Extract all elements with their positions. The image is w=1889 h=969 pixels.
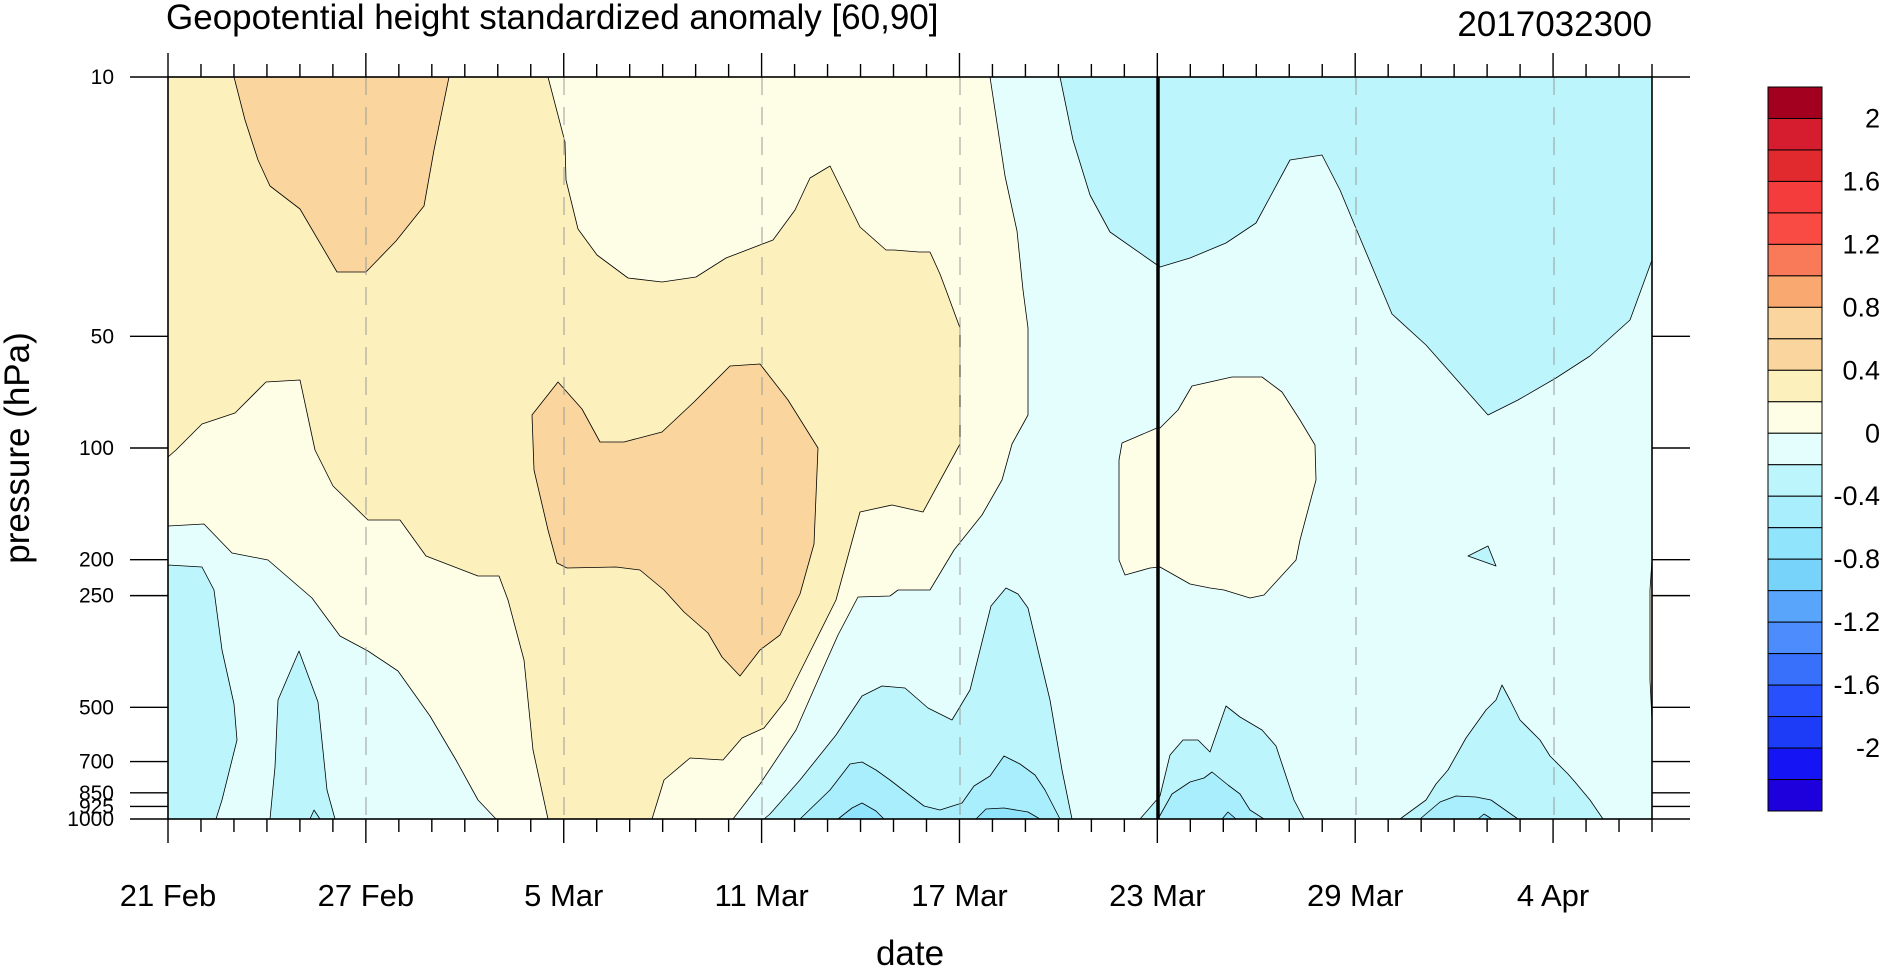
y-tick-label: 850	[79, 782, 114, 805]
contour-fill-cyan-deep-mid2	[1157, 771, 1265, 820]
colorbar-label: -0.8	[1833, 544, 1880, 574]
colorbar-label: 0.8	[1842, 292, 1880, 322]
contour-fill-cyan-bottom-mid	[763, 587, 1073, 820]
y-tick-label: 500	[79, 696, 114, 719]
colorbar-label: -0.4	[1833, 481, 1880, 511]
colorbar-swatch	[1767, 432, 1823, 466]
colorbar-label: 1.6	[1842, 166, 1880, 196]
colorbar-swatch	[1767, 621, 1823, 655]
colorbar-swatch	[1767, 338, 1823, 371]
colorbar-swatch	[1767, 212, 1823, 245]
colorbar-label: 2	[1865, 103, 1880, 133]
colorbar-swatch	[1767, 149, 1823, 182]
colorbar-swatch	[1767, 243, 1823, 277]
colorbar-swatch	[1767, 464, 1823, 497]
colorbar-swatch	[1767, 684, 1823, 718]
colorbar-label: 0	[1865, 418, 1880, 448]
date-gridlines	[365, 77, 1555, 819]
colorbar-label: -2	[1856, 733, 1880, 763]
colorbar-swatch	[1767, 558, 1823, 592]
colorbar-swatch	[1767, 180, 1823, 214]
x-tick-label: 4 Apr	[1517, 878, 1589, 913]
colorbar-swatch	[1767, 401, 1823, 434]
colorbar-swatch	[1767, 495, 1823, 529]
colorbar-swatch	[1767, 653, 1823, 686]
contour-fill-cyan-bottom-right2	[1399, 684, 1604, 820]
colorbar: 2 1.6 1.2 0.8 0.4 0 -0.4 -0.8 -1.2 -1.6 -2	[1767, 86, 1880, 812]
contour-fills	[167, 76, 1653, 820]
date-stamp: 2017032300	[1457, 5, 1652, 44]
y-tick-label: 50	[91, 325, 114, 348]
y-tick-label: 700	[79, 751, 114, 774]
colorbar-swatch	[1767, 369, 1823, 403]
colorbar-label: 1.2	[1842, 229, 1880, 259]
x-axis-label: date	[876, 934, 944, 969]
colorbar-swatch	[1767, 306, 1823, 340]
contour-fill-light-yellow-right	[1118, 376, 1317, 599]
contour-fill-cyan-deep-mid1	[799, 755, 1061, 820]
y-tick-label: 925	[79, 795, 114, 818]
colorbar-label: 0.4	[1842, 355, 1880, 385]
contour-fill-cyan-top-right	[1059, 76, 1653, 416]
y-tick-label: 10	[91, 66, 114, 89]
x-tick-label: 5 Mar	[524, 878, 603, 913]
colorbar-swatch	[1767, 527, 1823, 560]
x-tick-label: 23 Mar	[1109, 878, 1205, 913]
colorbar-label: -1.6	[1833, 670, 1880, 700]
colorbar-swatch	[1767, 86, 1823, 119]
colorbar-label: -1.2	[1833, 607, 1880, 637]
colorbar-swatch	[1767, 590, 1823, 623]
y-tick-label: 200	[79, 549, 114, 572]
contour-fill-orange-mid	[531, 363, 819, 677]
y-tick-label: 250	[79, 585, 114, 608]
colorbar-swatch	[1767, 117, 1823, 151]
contour-fill-orange-top	[233, 76, 450, 273]
x-tick-label: 21 Feb	[120, 878, 217, 913]
x-tick-label: 17 Mar	[911, 878, 1007, 913]
contour-fill-cyan-blip	[1467, 545, 1497, 567]
colorbar-swatch	[1767, 747, 1823, 781]
x-tick-label: 27 Feb	[318, 878, 415, 913]
x-tick-label: 29 Mar	[1307, 878, 1403, 913]
contour-fill-cyan-left-spike	[269, 650, 336, 820]
y-tick-label: 100	[79, 437, 114, 460]
y-axis-label: pressure (hPa)	[0, 332, 37, 563]
colorbar-swatch	[1767, 716, 1823, 749]
contour-fill-cyan-deep-right	[1419, 795, 1519, 820]
x-tick-label: 11 Mar	[715, 878, 809, 913]
chart-title: Geopotential height standardized anomaly…	[166, 0, 938, 37]
colorbar-swatch	[1767, 275, 1823, 308]
y-tick-label: 1000	[67, 808, 114, 831]
x-axis: 21 Feb 27 Feb 5 Mar 11 Mar 17 Mar 23 Mar 29 Ma…	[120, 53, 1653, 913]
colorbar-swatch	[1767, 779, 1823, 812]
